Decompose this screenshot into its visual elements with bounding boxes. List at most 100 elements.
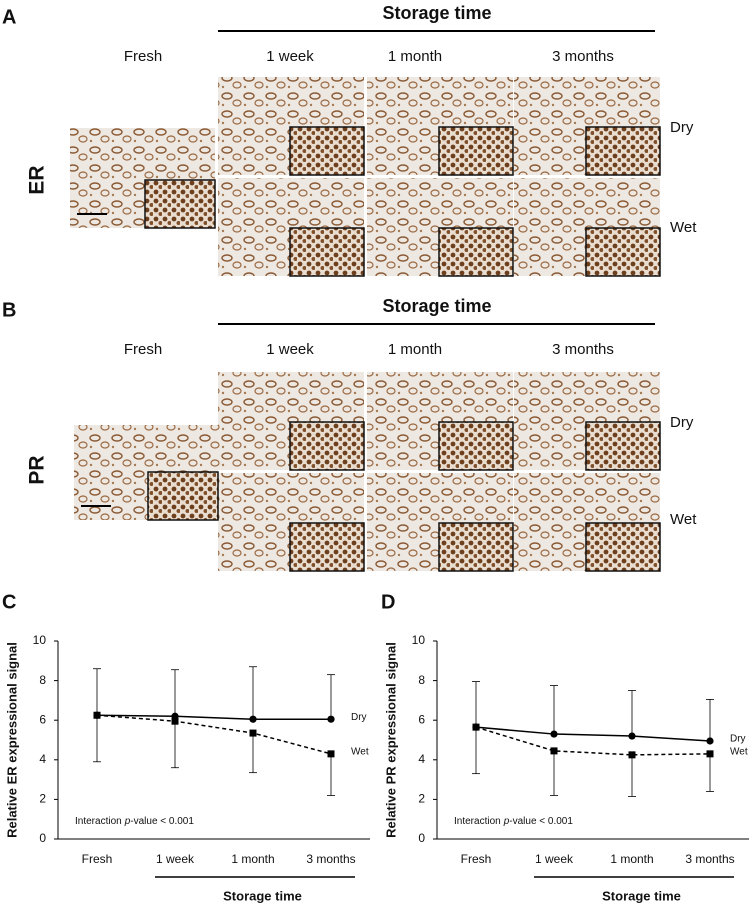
annotation-italic: p — [124, 816, 131, 827]
point — [706, 750, 714, 758]
column-label: Fresh — [124, 341, 162, 358]
column-label: 3 months — [552, 341, 614, 358]
error-bar — [550, 750, 558, 796]
annotation-text: -value < 0.001 — [130, 816, 194, 827]
error-bar — [249, 666, 257, 720]
micrograph-inset — [147, 471, 219, 521]
point — [93, 711, 101, 719]
row-label: Wet — [670, 219, 697, 236]
error-bar — [550, 685, 558, 735]
point — [628, 751, 636, 759]
error-bar — [93, 668, 101, 716]
annotation-text: Interaction — [454, 816, 501, 827]
error-bar — [472, 727, 480, 775]
micrograph-inset — [585, 421, 661, 471]
micrograph-inset — [144, 179, 216, 229]
column-label: Fresh — [124, 48, 162, 65]
micrograph-inset — [289, 126, 365, 176]
panel-letter: B — [2, 299, 16, 321]
error-bar — [249, 733, 257, 774]
marker-label: PR — [26, 455, 49, 484]
column-label: 1 month — [388, 341, 442, 358]
annotation: Interaction p-value < 0.001 — [75, 816, 194, 827]
series-label: Wet — [730, 747, 748, 758]
series-line — [96, 714, 331, 720]
micrograph-inset — [438, 126, 514, 176]
point — [249, 715, 257, 723]
heading: Storage time — [382, 3, 491, 23]
row-label: Dry — [670, 414, 694, 431]
y-tick-label: 2 — [418, 792, 425, 806]
x-tick-label: 1 month — [610, 852, 653, 866]
series-line — [475, 726, 711, 756]
error-bar — [706, 699, 714, 741]
series-line — [96, 714, 332, 755]
x-tick-label: 1 month — [231, 852, 274, 866]
micrograph-inset — [585, 227, 661, 277]
micrograph-inset — [438, 227, 514, 277]
error-bar — [327, 753, 335, 796]
y-tick-label: 2 — [39, 792, 46, 806]
y-tick-label: 6 — [418, 712, 425, 726]
micrograph-inset — [438, 421, 514, 471]
y-tick-label: 0 — [39, 831, 46, 845]
y-tick-label: 4 — [39, 752, 46, 766]
point — [706, 737, 714, 745]
panel-letter: C — [2, 591, 16, 613]
series-label: Dry — [730, 734, 746, 745]
x-axis-label: Storage time — [602, 888, 681, 903]
series-label: Wet — [351, 747, 369, 758]
point — [550, 747, 558, 755]
x-axis-label: Storage time — [223, 888, 302, 903]
series-line — [475, 726, 711, 742]
annotation-italic: p — [503, 816, 510, 827]
panel-letter: A — [2, 6, 16, 28]
y-axis-label: Relative PR expressional signal — [383, 642, 398, 838]
y-tick-label: 4 — [418, 752, 425, 766]
point — [249, 729, 257, 737]
error-bar — [171, 669, 179, 717]
micrograph-inset — [438, 522, 514, 572]
error-bar — [628, 690, 636, 737]
column-label: 1 week — [266, 48, 314, 65]
error-bar — [171, 721, 179, 769]
error-bar — [628, 754, 636, 797]
y-tick-label: 10 — [33, 633, 47, 647]
annotation: Interaction p-value < 0.001 — [454, 816, 573, 827]
x-tick-label: Fresh — [82, 852, 113, 866]
point — [628, 732, 636, 740]
point — [472, 723, 480, 731]
y-tick-label: 6 — [39, 712, 46, 726]
column-label: 1 month — [388, 48, 442, 65]
row-label: Dry — [670, 119, 694, 136]
annotation-text: -value < 0.001 — [509, 816, 573, 827]
y-tick-label: 8 — [418, 673, 425, 687]
point — [327, 715, 335, 723]
column-label: 3 months — [552, 48, 614, 65]
y-tick-label: 8 — [39, 673, 46, 687]
micrograph-inset — [289, 421, 365, 471]
column-label: 1 week — [266, 341, 314, 358]
error-bar — [472, 681, 480, 728]
x-tick-label: 1 week — [156, 852, 195, 866]
y-tick-label: 0 — [418, 831, 425, 845]
x-tick-label: 1 week — [535, 852, 574, 866]
x-tick-label: Fresh — [461, 852, 492, 866]
micrograph-inset — [585, 522, 661, 572]
error-bar — [93, 715, 101, 763]
x-tick-label: 3 months — [306, 852, 355, 866]
point — [171, 717, 179, 725]
x-tick-label: 3 months — [685, 852, 734, 866]
point — [327, 750, 335, 758]
annotation-text: Interaction — [75, 816, 122, 827]
row-label: Wet — [670, 511, 697, 528]
heading: Storage time — [382, 296, 491, 316]
error-bar — [327, 674, 335, 720]
y-tick-label: 10 — [412, 633, 426, 647]
series-label: Dry — [351, 712, 367, 723]
micrograph-inset — [289, 227, 365, 277]
y-axis-label: Relative ER expressional signal — [4, 642, 19, 838]
micrograph-inset — [289, 522, 365, 572]
panel-letter: D — [381, 591, 395, 613]
